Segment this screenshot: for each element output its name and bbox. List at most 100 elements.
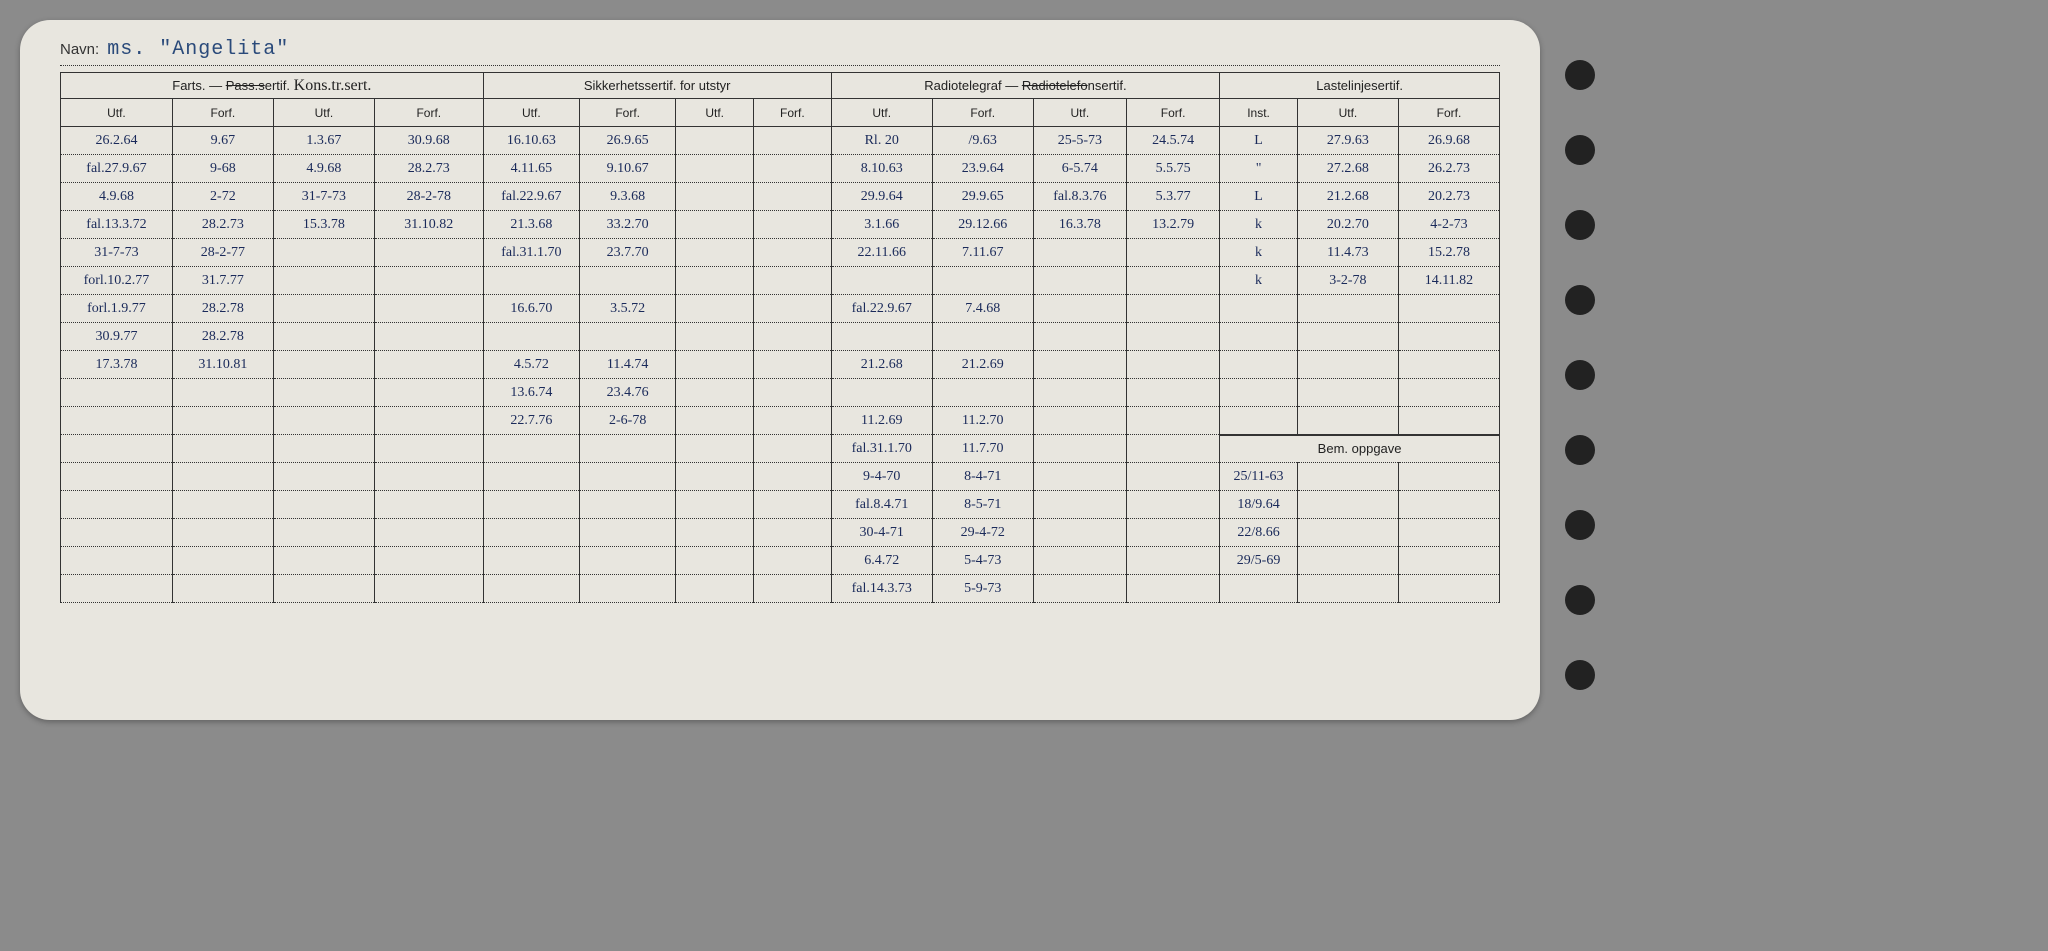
- cell: [483, 519, 579, 547]
- cell: 31.10.81: [172, 351, 273, 379]
- cell: [483, 463, 579, 491]
- cell: [61, 519, 173, 547]
- cell: [1297, 491, 1398, 519]
- cell: [483, 323, 579, 351]
- cell: [1126, 267, 1219, 295]
- cell: fal.13.3.72: [61, 211, 173, 239]
- cell: [483, 491, 579, 519]
- record-card: Navn: ms. "Angelita" Farts. — Pass.serti…: [20, 20, 1540, 720]
- name-value: ms. "Angelita": [107, 38, 289, 61]
- cell: [483, 575, 579, 603]
- cell: [1398, 519, 1499, 547]
- cell: 22/8.66: [1220, 519, 1298, 547]
- cell: [1033, 407, 1126, 435]
- cell: [1398, 351, 1499, 379]
- cell: ": [1220, 155, 1298, 183]
- cell: 18/9.64: [1220, 491, 1298, 519]
- table-row: 9-4-708-4-7125/11-63: [61, 463, 1500, 491]
- hole-icon: [1565, 135, 1595, 165]
- cell: [374, 407, 483, 435]
- cell: k: [1220, 211, 1298, 239]
- cell: [374, 351, 483, 379]
- table-row: forl.10.2.7731.7.77k3-2-7814.11.82: [61, 267, 1500, 295]
- cell: [580, 491, 676, 519]
- cell: 2-72: [172, 183, 273, 211]
- cell: [172, 575, 273, 603]
- cell: 28.2.73: [172, 211, 273, 239]
- cell: [1297, 295, 1398, 323]
- bem-header: Bem. oppgave: [1220, 435, 1500, 463]
- cell: [754, 267, 832, 295]
- cell: 21.2.68: [1297, 183, 1398, 211]
- cell: [676, 127, 754, 155]
- cell: [754, 239, 832, 267]
- cell: 22.11.66: [831, 239, 932, 267]
- table-row: 13.6.7423.4.76: [61, 379, 1500, 407]
- cell: [676, 323, 754, 351]
- bem-header-row: fal.31.1.7011.7.70Bem. oppgave: [61, 435, 1500, 463]
- cell: 30.9.77: [61, 323, 173, 351]
- cell: fal.22.9.67: [831, 295, 932, 323]
- col-header: Forf.: [580, 99, 676, 127]
- cell: 29.9.65: [932, 183, 1033, 211]
- cell: [754, 435, 832, 463]
- cell: [932, 379, 1033, 407]
- col-header: Forf.: [1398, 99, 1499, 127]
- cell: [1033, 239, 1126, 267]
- cell: 3-2-78: [1297, 267, 1398, 295]
- cell: 20.2.70: [1297, 211, 1398, 239]
- cell: [172, 463, 273, 491]
- cell: 28-2-78: [374, 183, 483, 211]
- cell: [754, 519, 832, 547]
- cell: [676, 267, 754, 295]
- cell: 33.2.70: [580, 211, 676, 239]
- cell: 26.2.64: [61, 127, 173, 155]
- cell: [1398, 547, 1499, 575]
- cell: 29.9.64: [831, 183, 932, 211]
- cell: [273, 267, 374, 295]
- cell: [273, 435, 374, 463]
- cell: [1220, 351, 1298, 379]
- cell: 8.10.63: [831, 155, 932, 183]
- cell: [483, 547, 579, 575]
- cell: [754, 575, 832, 603]
- cell: 5-4-73: [932, 547, 1033, 575]
- cell: [61, 547, 173, 575]
- cell: 24.5.74: [1126, 127, 1219, 155]
- cell: k: [1220, 267, 1298, 295]
- cell: [1126, 491, 1219, 519]
- cell: 5.5.75: [1126, 155, 1219, 183]
- cell: [1398, 407, 1499, 435]
- cell: 29-4-72: [932, 519, 1033, 547]
- cell: [172, 491, 273, 519]
- cell: 29/5-69: [1220, 547, 1298, 575]
- cell: [1220, 379, 1298, 407]
- cell: 5-9-73: [932, 575, 1033, 603]
- cell: 28.2.73: [374, 155, 483, 183]
- col-header: Utf.: [676, 99, 754, 127]
- table-row: 4.9.682-7231-7-7328-2-78fal.22.9.679.3.6…: [61, 183, 1500, 211]
- cell: [374, 575, 483, 603]
- cell: fal.8.4.71: [831, 491, 932, 519]
- cell: 27.2.68: [1297, 155, 1398, 183]
- cell: L: [1220, 127, 1298, 155]
- cell: [831, 323, 932, 351]
- table-row: fal.13.3.7228.2.7315.3.7831.10.8221.3.68…: [61, 211, 1500, 239]
- cell: [676, 211, 754, 239]
- cell: [676, 463, 754, 491]
- cell: 9-68: [172, 155, 273, 183]
- cell: [676, 519, 754, 547]
- cell: [1398, 575, 1499, 603]
- cell: 25-5-73: [1033, 127, 1126, 155]
- cell: 26.2.73: [1398, 155, 1499, 183]
- table-row: 30.9.7728.2.78: [61, 323, 1500, 351]
- cell: 21.2.69: [932, 351, 1033, 379]
- cell: [1033, 519, 1126, 547]
- cell: [676, 183, 754, 211]
- cell: [676, 435, 754, 463]
- cell: [676, 547, 754, 575]
- table-row: 26.2.649.671.3.6730.9.6816.10.6326.9.65R…: [61, 127, 1500, 155]
- cell: 26.9.68: [1398, 127, 1499, 155]
- hole-icon: [1565, 60, 1595, 90]
- cell: [61, 407, 173, 435]
